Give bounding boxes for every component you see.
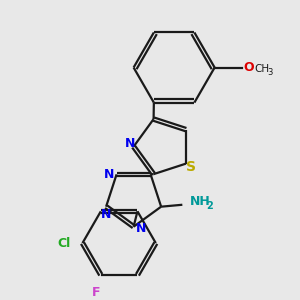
Text: N: N — [101, 208, 111, 221]
Text: 3: 3 — [268, 68, 273, 77]
Text: N: N — [104, 168, 114, 181]
Text: N: N — [136, 222, 146, 235]
Text: O: O — [244, 61, 254, 74]
Text: S: S — [186, 160, 196, 173]
Text: 2: 2 — [206, 201, 213, 211]
Text: F: F — [92, 286, 100, 299]
Text: N: N — [124, 137, 135, 150]
Text: CH: CH — [254, 64, 269, 74]
Text: NH: NH — [190, 195, 211, 208]
Text: Cl: Cl — [58, 237, 71, 250]
